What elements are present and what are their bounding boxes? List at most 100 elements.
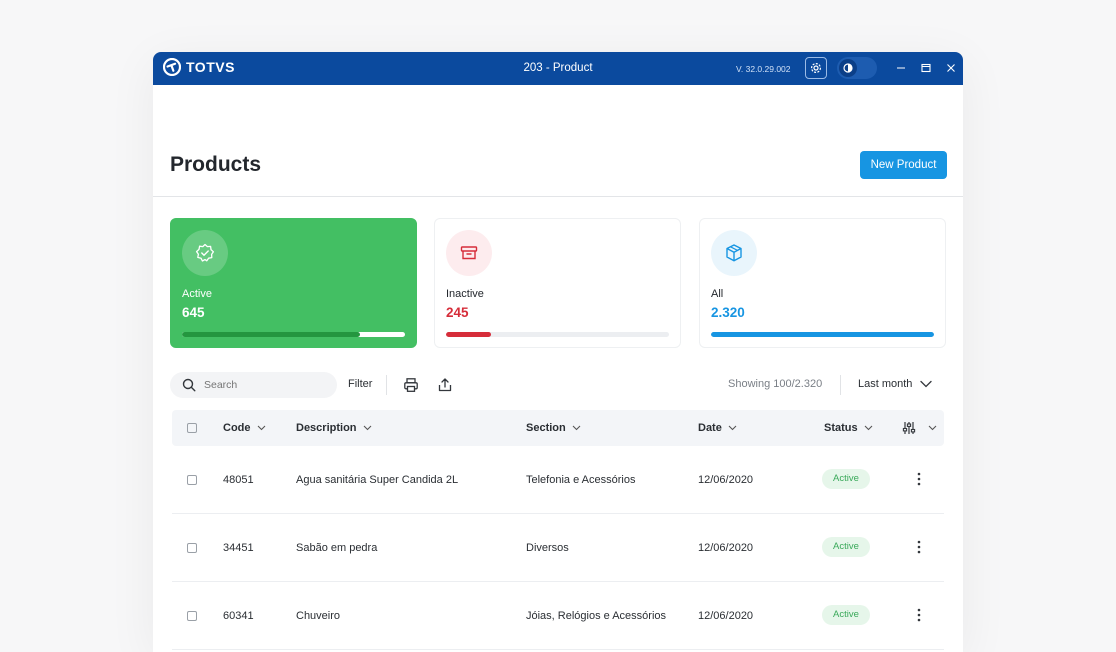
app-window: TOTVS 203 - Product V. 32.0.29.002 <box>153 52 963 652</box>
version-label: V. 32.0.29.002 <box>736 64 791 74</box>
filter-button[interactable]: Filter <box>348 378 373 390</box>
all-progress-fill <box>711 332 934 337</box>
maximize-button[interactable] <box>919 61 933 75</box>
table-header: Code Description Section Date Status <box>172 410 944 446</box>
share-upload-icon <box>438 378 452 392</box>
chevron-down-icon <box>928 425 937 431</box>
minimize-button[interactable] <box>894 61 908 75</box>
new-product-button[interactable]: New Product <box>860 151 947 179</box>
period-label: Last month <box>858 378 913 390</box>
cell-description: Sabão em pedra <box>296 542 378 554</box>
contrast-icon <box>843 63 853 73</box>
toolbar-divider-2 <box>840 375 841 395</box>
column-description-label: Description <box>296 422 357 434</box>
column-code[interactable]: Code <box>223 422 266 434</box>
more-vertical-icon <box>917 472 921 486</box>
column-section[interactable]: Section <box>526 422 581 434</box>
sort-chevron-icon <box>363 425 371 431</box>
all-count: 2.320 <box>711 305 745 320</box>
cell-code: 60341 <box>223 610 254 622</box>
totvs-logo-icon <box>163 58 181 76</box>
cell-section: Telefonia e Acessórios <box>526 474 636 486</box>
inactive-icon-circle <box>446 230 492 276</box>
inactive-products-card[interactable]: Inactive 245 <box>434 218 681 348</box>
active-products-card[interactable]: Active 645 <box>170 218 417 348</box>
totvs-logo: TOTVS <box>163 58 235 76</box>
status-badge: Active <box>822 605 870 625</box>
column-section-label: Section <box>526 422 566 434</box>
inactive-count: 245 <box>446 305 469 320</box>
inactive-progress-fill <box>446 332 491 337</box>
printer-icon <box>404 378 418 392</box>
table-row[interactable]: 34451 Sabão em pedra Diversos 12/06/2020… <box>172 514 944 582</box>
status-badge: Active <box>822 537 870 557</box>
column-date-label: Date <box>698 422 722 434</box>
print-button[interactable] <box>402 376 420 394</box>
close-icon <box>947 64 955 72</box>
sort-chevron-icon <box>864 425 873 431</box>
cell-description: Chuveiro <box>296 610 341 622</box>
minimize-icon <box>897 67 905 69</box>
showing-count: Showing 100/2.320 <box>728 378 823 390</box>
cell-section: Jóias, Relógios e Acessórios <box>526 610 667 622</box>
export-button[interactable] <box>436 376 454 394</box>
sort-chevron-icon <box>572 425 581 431</box>
row-checkbox[interactable] <box>187 611 197 621</box>
search-box[interactable] <box>170 372 337 398</box>
row-actions-button[interactable] <box>912 606 926 624</box>
cell-description: Agua sanitária Super Candida 2L <box>296 474 459 486</box>
select-all-checkbox[interactable] <box>187 423 197 433</box>
window-title: 203 - Product <box>523 62 593 74</box>
page-title: Products <box>170 153 262 176</box>
active-progress-bar <box>182 332 405 337</box>
title-bar: TOTVS 203 - Product V. 32.0.29.002 <box>153 52 963 85</box>
settings-button[interactable] <box>805 57 827 79</box>
theme-toggle[interactable] <box>837 57 877 79</box>
page-header: Products New Product <box>153 85 963 197</box>
column-code-label: Code <box>223 422 251 434</box>
sort-chevron-icon <box>257 425 265 431</box>
active-label: Active <box>182 288 212 300</box>
active-progress-fill <box>182 332 361 337</box>
theme-toggle-knob <box>839 59 857 77</box>
cell-section: Diversos <box>526 542 569 554</box>
period-dropdown[interactable]: Last month <box>858 378 933 390</box>
cell-date: 12/06/2020 <box>698 610 754 622</box>
sort-chevron-icon <box>728 425 737 431</box>
more-vertical-icon <box>917 540 921 554</box>
row-actions-button[interactable] <box>912 470 926 488</box>
close-button[interactable] <box>944 61 958 75</box>
search-icon <box>182 378 196 392</box>
cell-date: 12/06/2020 <box>698 542 754 554</box>
archive-box-icon <box>460 246 478 260</box>
table-row[interactable]: 48051 Agua sanitária Super Candida 2L Te… <box>172 446 944 514</box>
column-status[interactable]: Status <box>824 422 873 434</box>
row-actions-button[interactable] <box>912 538 926 556</box>
cell-code: 34451 <box>223 542 254 554</box>
table-row[interactable]: 60341 Chuveiro Jóias, Relógios e Acessór… <box>172 582 944 650</box>
row-checkbox[interactable] <box>187 543 197 553</box>
inactive-progress-bar <box>446 332 669 337</box>
all-label: All <box>711 288 724 300</box>
sliders-icon <box>902 422 916 434</box>
toolbar-divider <box>386 375 387 395</box>
column-description[interactable]: Description <box>296 422 372 434</box>
more-vertical-icon <box>917 608 921 622</box>
column-date[interactable]: Date <box>698 422 737 434</box>
table-toolbar: Filter Showing 100/2.320 Last month <box>170 372 946 398</box>
all-products-card[interactable]: All 2.320 <box>699 218 946 348</box>
all-icon-circle <box>711 230 757 276</box>
cell-code: 48051 <box>223 474 254 486</box>
active-count: 645 <box>182 305 205 320</box>
status-badge: Active <box>822 469 870 489</box>
cube-icon <box>726 244 742 262</box>
maximize-icon <box>921 63 931 73</box>
brand-name: TOTVS <box>186 59 235 75</box>
row-checkbox[interactable] <box>187 475 197 485</box>
column-settings-button[interactable] <box>902 421 937 435</box>
verified-badge-icon <box>195 243 215 262</box>
active-icon-circle <box>182 230 228 276</box>
column-status-label: Status <box>824 422 858 434</box>
search-input[interactable] <box>202 378 326 392</box>
products-table: Code Description Section Date Status <box>172 410 944 650</box>
